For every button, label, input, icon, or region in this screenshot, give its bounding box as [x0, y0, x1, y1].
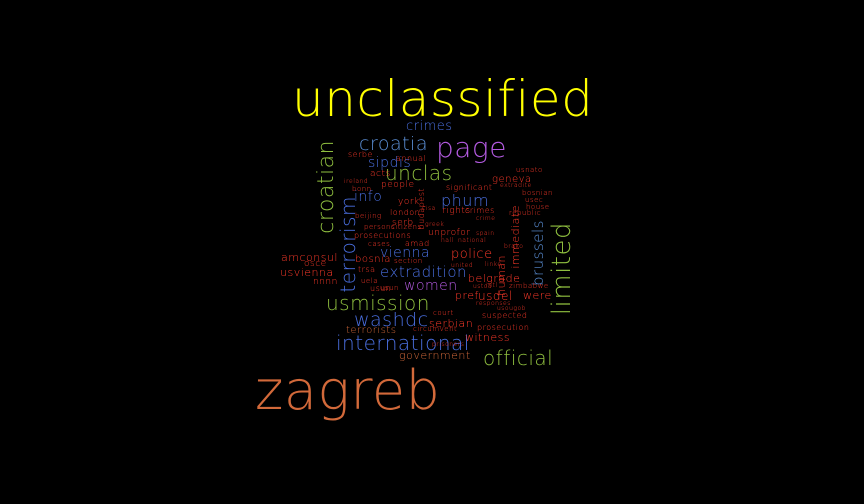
word: serb [392, 218, 414, 228]
word: beijing [355, 212, 382, 220]
word: washdc [354, 309, 429, 331]
word: crimes [465, 206, 495, 215]
word: terrorists [346, 325, 397, 336]
word: pref [455, 289, 479, 302]
word: usec [525, 196, 544, 204]
word: crimes [406, 119, 453, 134]
word: osce [304, 259, 327, 269]
word: bosnia [355, 254, 391, 265]
word: croatia [359, 133, 428, 155]
word: international [336, 331, 470, 355]
word: serbe [348, 150, 373, 159]
word: york [398, 197, 420, 207]
word: unclassified [292, 70, 594, 128]
word: london [390, 208, 421, 217]
word: brussels [529, 220, 547, 287]
word: witness [465, 331, 511, 344]
word: croatian [314, 140, 339, 234]
word: national [458, 237, 487, 244]
word: annual [396, 154, 427, 163]
word: citizens [391, 223, 422, 231]
word: bonn [352, 185, 372, 193]
word: persons [364, 223, 396, 231]
word: significant [446, 183, 493, 192]
word: rights [442, 206, 471, 216]
word: usvienna [280, 266, 334, 279]
word: people [381, 180, 415, 190]
word: usnato [516, 166, 543, 174]
word: crime [476, 215, 496, 222]
word: serbian [429, 317, 474, 330]
word: geneva [492, 174, 532, 185]
word: responses [476, 300, 511, 307]
word: linke [485, 261, 502, 268]
word: extradition [380, 263, 468, 281]
word: brako [504, 243, 524, 250]
word: unclas [385, 161, 453, 185]
word: intl [486, 282, 498, 289]
word: zagreb [255, 359, 441, 422]
word: info [354, 189, 383, 205]
word: prisoners [432, 341, 465, 348]
word: hall [441, 237, 454, 244]
word: vienna [380, 245, 431, 261]
word: trsa [358, 265, 376, 274]
word: official [483, 346, 554, 370]
word: ireland [344, 178, 369, 185]
word: government [399, 349, 471, 362]
word: house [526, 203, 550, 211]
word: were [523, 289, 552, 302]
word: greek [425, 221, 445, 228]
word: belgrade [468, 272, 521, 285]
word: uela [361, 277, 378, 285]
word: amad [405, 239, 430, 248]
word: usougob [497, 305, 526, 312]
word: nnnn [313, 277, 338, 287]
word: usun [380, 284, 399, 292]
word: circumvent [413, 325, 458, 333]
word: page [436, 131, 507, 164]
word: unprofor [428, 228, 471, 238]
word: police [451, 247, 493, 262]
word: zimbabwe [509, 282, 549, 290]
word: prosecutions [354, 231, 412, 240]
word: suspected [482, 311, 528, 320]
word: cases [368, 240, 391, 248]
word: section [394, 257, 423, 265]
word: extradite [500, 182, 532, 189]
word: republic [509, 209, 542, 217]
word: amconsul [281, 251, 338, 264]
word: limited [547, 222, 577, 316]
word: court [433, 309, 454, 317]
word: prosecution [477, 323, 530, 332]
word: usmission [326, 291, 430, 315]
word: women [404, 278, 458, 294]
word: cisa [422, 205, 436, 212]
word: terrorism [336, 196, 360, 293]
word: united [451, 262, 474, 269]
word: bosnian [522, 189, 553, 197]
word: sipdis [368, 155, 412, 171]
word: phum [441, 191, 490, 210]
word: usun [370, 284, 392, 293]
word: usdel [478, 289, 513, 303]
word: ustoa [473, 283, 493, 290]
word: acts [370, 169, 391, 179]
word: spain [476, 230, 495, 237]
